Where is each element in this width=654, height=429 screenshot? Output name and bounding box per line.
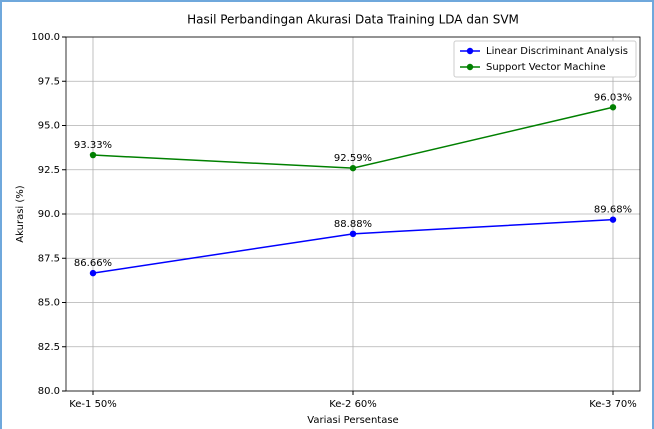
value-label: 96.03%	[594, 92, 632, 103]
marker	[349, 164, 357, 172]
value-label: 86.66%	[74, 258, 112, 269]
value-label: 93.33%	[74, 140, 112, 151]
x-tick-label: Ke-1 50%	[69, 399, 117, 410]
y-tick-label: 87.5	[38, 253, 60, 264]
y-tick-label: 92.5	[38, 165, 60, 176]
value-label: 88.88%	[334, 219, 372, 230]
marker	[349, 230, 357, 238]
x-tick-label: Ke-2 60%	[329, 399, 377, 410]
value-label: 92.59%	[334, 153, 372, 164]
chart-title: Hasil Perbandingan Akurasi Data Training…	[187, 13, 519, 27]
marker	[609, 216, 617, 223]
legend-label: Support Vector Machine	[486, 62, 606, 73]
legend-box	[453, 40, 637, 78]
y-tick-label: 97.5	[38, 76, 60, 87]
y-tick-label: 100.0	[31, 32, 60, 43]
x-tick-label: Ke-3 70%	[589, 399, 637, 410]
marker	[89, 269, 97, 277]
marker	[89, 151, 97, 159]
legend-marker	[466, 63, 474, 71]
plot-frame	[65, 36, 641, 392]
legend-marker	[466, 47, 474, 55]
y-tick-label: 95.0	[38, 121, 60, 132]
y-tick-label: 82.5	[38, 342, 60, 353]
y-axis-label: Akurasi (%)	[15, 185, 26, 242]
legend-label: Linear Discriminant Analysis	[486, 46, 628, 57]
y-tick-label: 90.0	[38, 209, 60, 220]
x-axis-label: Variasi Persentase	[307, 415, 398, 426]
value-label: 89.68%	[594, 205, 632, 216]
y-tick-label: 80.0	[38, 386, 60, 397]
marker	[609, 104, 617, 111]
y-tick-label: 85.0	[38, 298, 60, 309]
